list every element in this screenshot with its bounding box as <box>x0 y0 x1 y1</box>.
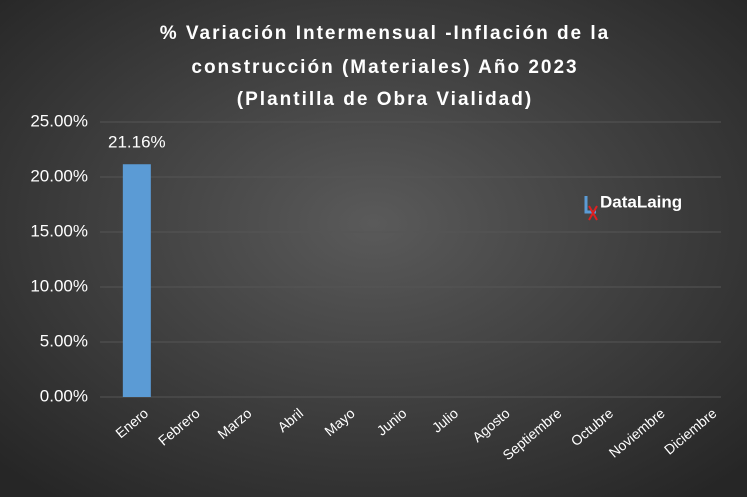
chart-title: % Variación Intermensual -Inflación de l… <box>160 23 611 44</box>
y-tick-label: 20.00% <box>30 166 88 185</box>
logo: DataLaing <box>584 192 682 221</box>
y-tick-label: 25.00% <box>30 111 88 130</box>
chart-title: (Plantilla de Obra Vialidad) <box>237 89 533 110</box>
chart-title: construcción (Materiales) Año 2023 <box>191 57 578 78</box>
y-tick-label: 10.00% <box>30 276 88 295</box>
data-label: 21.16% <box>108 133 166 152</box>
y-tick-label: 15.00% <box>30 221 88 240</box>
y-tick-label: 5.00% <box>40 331 88 350</box>
y-tick-label: 0.00% <box>40 386 88 405</box>
logo-text: DataLaing <box>600 192 682 211</box>
bar <box>122 164 151 397</box>
logo-icon <box>588 205 598 221</box>
